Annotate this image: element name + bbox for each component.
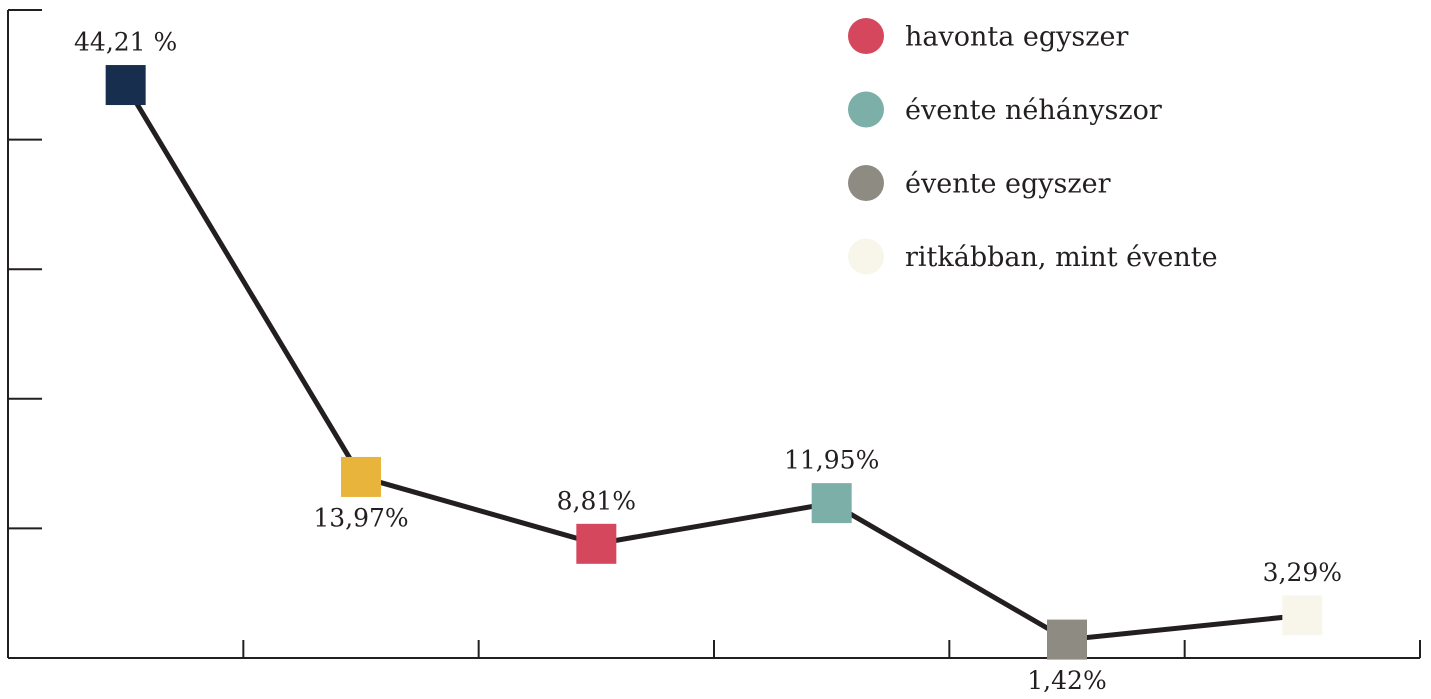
value-label: 13,97%	[313, 503, 408, 532]
legend-swatch	[848, 91, 884, 128]
marker	[576, 523, 617, 564]
value-label: 1,42%	[1027, 666, 1106, 695]
value-label: 11,95%	[784, 446, 879, 475]
marker	[105, 65, 146, 106]
marker	[811, 483, 852, 524]
value-label: 44,21 %	[74, 28, 177, 57]
marker	[341, 456, 381, 497]
marker	[1282, 595, 1323, 636]
legend-label: évente egyszer	[905, 169, 1111, 200]
legend-swatch	[848, 165, 884, 201]
value-label: 8,81%	[557, 486, 636, 515]
legend-label: havonta egyszer	[905, 22, 1128, 53]
legend-swatch	[848, 238, 884, 275]
marker	[1047, 619, 1087, 660]
line	[123, 83, 1303, 643]
legend-label: évente néhányszor	[905, 95, 1162, 126]
value-label: 3,29%	[1263, 558, 1342, 587]
legend-swatch	[848, 18, 884, 54]
legend-label: ritkábban, mint évente	[905, 242, 1218, 273]
